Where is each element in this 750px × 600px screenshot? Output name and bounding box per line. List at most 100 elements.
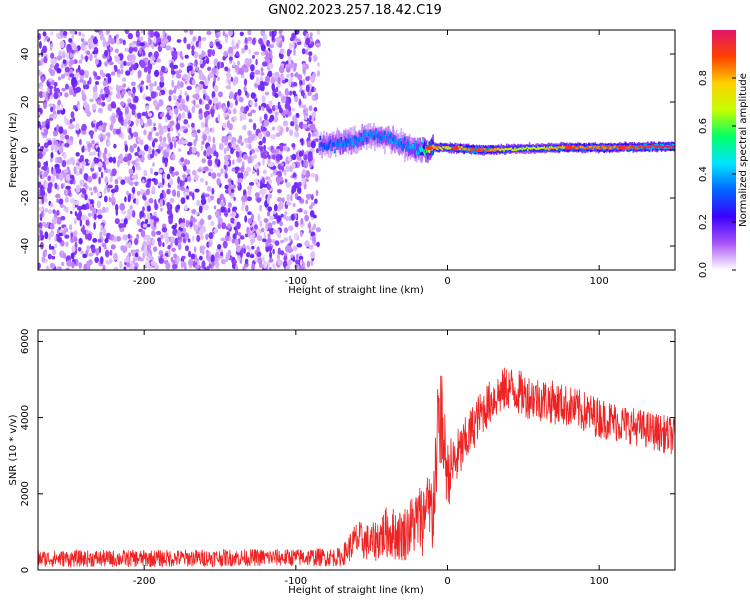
heatmap-cell <box>354 135 356 145</box>
heatmap-cell <box>59 40 65 49</box>
heatmap-cell <box>49 113 55 119</box>
heatmap-cell <box>407 141 410 146</box>
heatmap-cell <box>91 173 97 180</box>
heatmap-cell <box>172 52 178 61</box>
heatmap-cell <box>139 47 142 55</box>
heatmap-cell <box>159 135 163 143</box>
heatmap-cell <box>359 137 362 142</box>
heatmap-cell <box>256 251 262 257</box>
heatmap-cell <box>259 116 263 124</box>
heatmap-cell <box>345 142 348 147</box>
heatmap-cell <box>117 176 123 181</box>
heatmap-cell <box>275 36 281 44</box>
heatmap-cell <box>203 130 208 135</box>
heatmap-cell <box>163 38 169 45</box>
heatmap-cell <box>183 265 187 270</box>
heatmap-cell <box>444 146 446 151</box>
heatmap-cell <box>411 145 413 155</box>
heatmap-cell <box>127 119 131 126</box>
heatmap-cell <box>476 148 479 153</box>
heatmap-cell <box>302 262 306 267</box>
heatmap-cell <box>300 231 303 237</box>
heatmap-cell <box>601 145 604 148</box>
colorbar-tick-label: 0.6 <box>698 118 709 134</box>
heatmap-cell <box>267 206 273 212</box>
heatmap-cell <box>312 235 316 243</box>
heatmap-cell <box>228 46 234 54</box>
heatmap-cell <box>203 266 207 270</box>
heatmap-cell <box>44 197 48 203</box>
heatmap-cell <box>598 145 600 148</box>
heatmap-cell <box>198 205 203 214</box>
heatmap-cell <box>137 136 142 143</box>
heatmap-cell <box>167 244 171 250</box>
heatmap-cell <box>660 147 663 149</box>
heatmap-cell <box>86 229 89 235</box>
heatmap-cell <box>457 147 460 154</box>
heatmap-cell <box>547 146 550 151</box>
heatmap-cell <box>648 146 650 149</box>
heatmap-cell <box>120 68 124 75</box>
heatmap-cell <box>542 147 544 151</box>
heatmap-cell <box>407 147 410 157</box>
heatmap-cell <box>226 72 231 79</box>
heatmap-cell <box>253 164 258 170</box>
heatmap-cell <box>471 148 474 151</box>
heatmap-cell <box>355 136 358 141</box>
heatmap-cell <box>466 148 469 151</box>
heatmap-cell <box>262 260 268 269</box>
heatmap-cell <box>306 194 311 200</box>
heatmap-cell <box>47 253 52 260</box>
heatmap-cell <box>164 159 168 168</box>
heatmap-cell <box>211 127 215 134</box>
heatmap-cell <box>146 118 153 127</box>
heatmap-cell <box>358 138 361 143</box>
heatmap-cell <box>215 102 220 111</box>
heatmap-cell <box>427 148 430 153</box>
heatmap-cell <box>628 144 631 147</box>
heatmap-cell <box>577 147 579 149</box>
heatmap-cell <box>93 212 97 221</box>
heatmap-cell <box>78 31 82 36</box>
heatmap-cell <box>238 67 243 75</box>
heatmap-cell <box>378 132 381 137</box>
heatmap-cell <box>304 115 308 121</box>
heatmap-cell <box>274 93 279 98</box>
heatmap-cell <box>582 146 585 149</box>
heatmap-cell <box>540 146 543 149</box>
heatmap-cell <box>263 144 267 151</box>
heatmap-cell <box>416 150 418 155</box>
heatmap-cell <box>644 146 646 149</box>
heatmap-cell <box>280 162 285 167</box>
heatmap-cell <box>220 61 225 69</box>
heatmap-cell <box>271 30 275 37</box>
heatmap-cell <box>81 33 85 38</box>
heatmap-cell <box>207 66 212 72</box>
heatmap-cell <box>259 145 264 152</box>
heatmap-cell <box>336 138 339 144</box>
heatmap-cell <box>669 146 672 149</box>
heatmap-cell <box>85 219 90 226</box>
heatmap-cell <box>549 147 552 150</box>
heatmap-cell <box>343 139 345 145</box>
heatmap-cell <box>46 267 50 270</box>
heatmap-cell <box>476 149 478 152</box>
heatmap-cell <box>63 188 69 197</box>
heatmap-cell <box>335 133 338 148</box>
heatmap-cell <box>228 109 232 115</box>
heatmap-cell <box>91 246 96 254</box>
heatmap-cell <box>38 234 41 242</box>
heatmap-cell <box>38 53 41 58</box>
heatmap-cell <box>334 149 336 154</box>
heatmap-cell <box>293 47 296 56</box>
heatmap-cell <box>166 209 173 215</box>
heatmap-cell <box>223 147 227 155</box>
heatmap-cell <box>127 134 132 141</box>
heatmap-cell <box>464 147 466 150</box>
heatmap-cell <box>292 41 295 49</box>
heatmap-cell <box>107 75 112 84</box>
heatmap-cell <box>268 266 272 270</box>
heatmap-cell <box>133 64 138 71</box>
heatmap-cell <box>272 229 277 233</box>
heatmap-cell <box>38 120 41 128</box>
